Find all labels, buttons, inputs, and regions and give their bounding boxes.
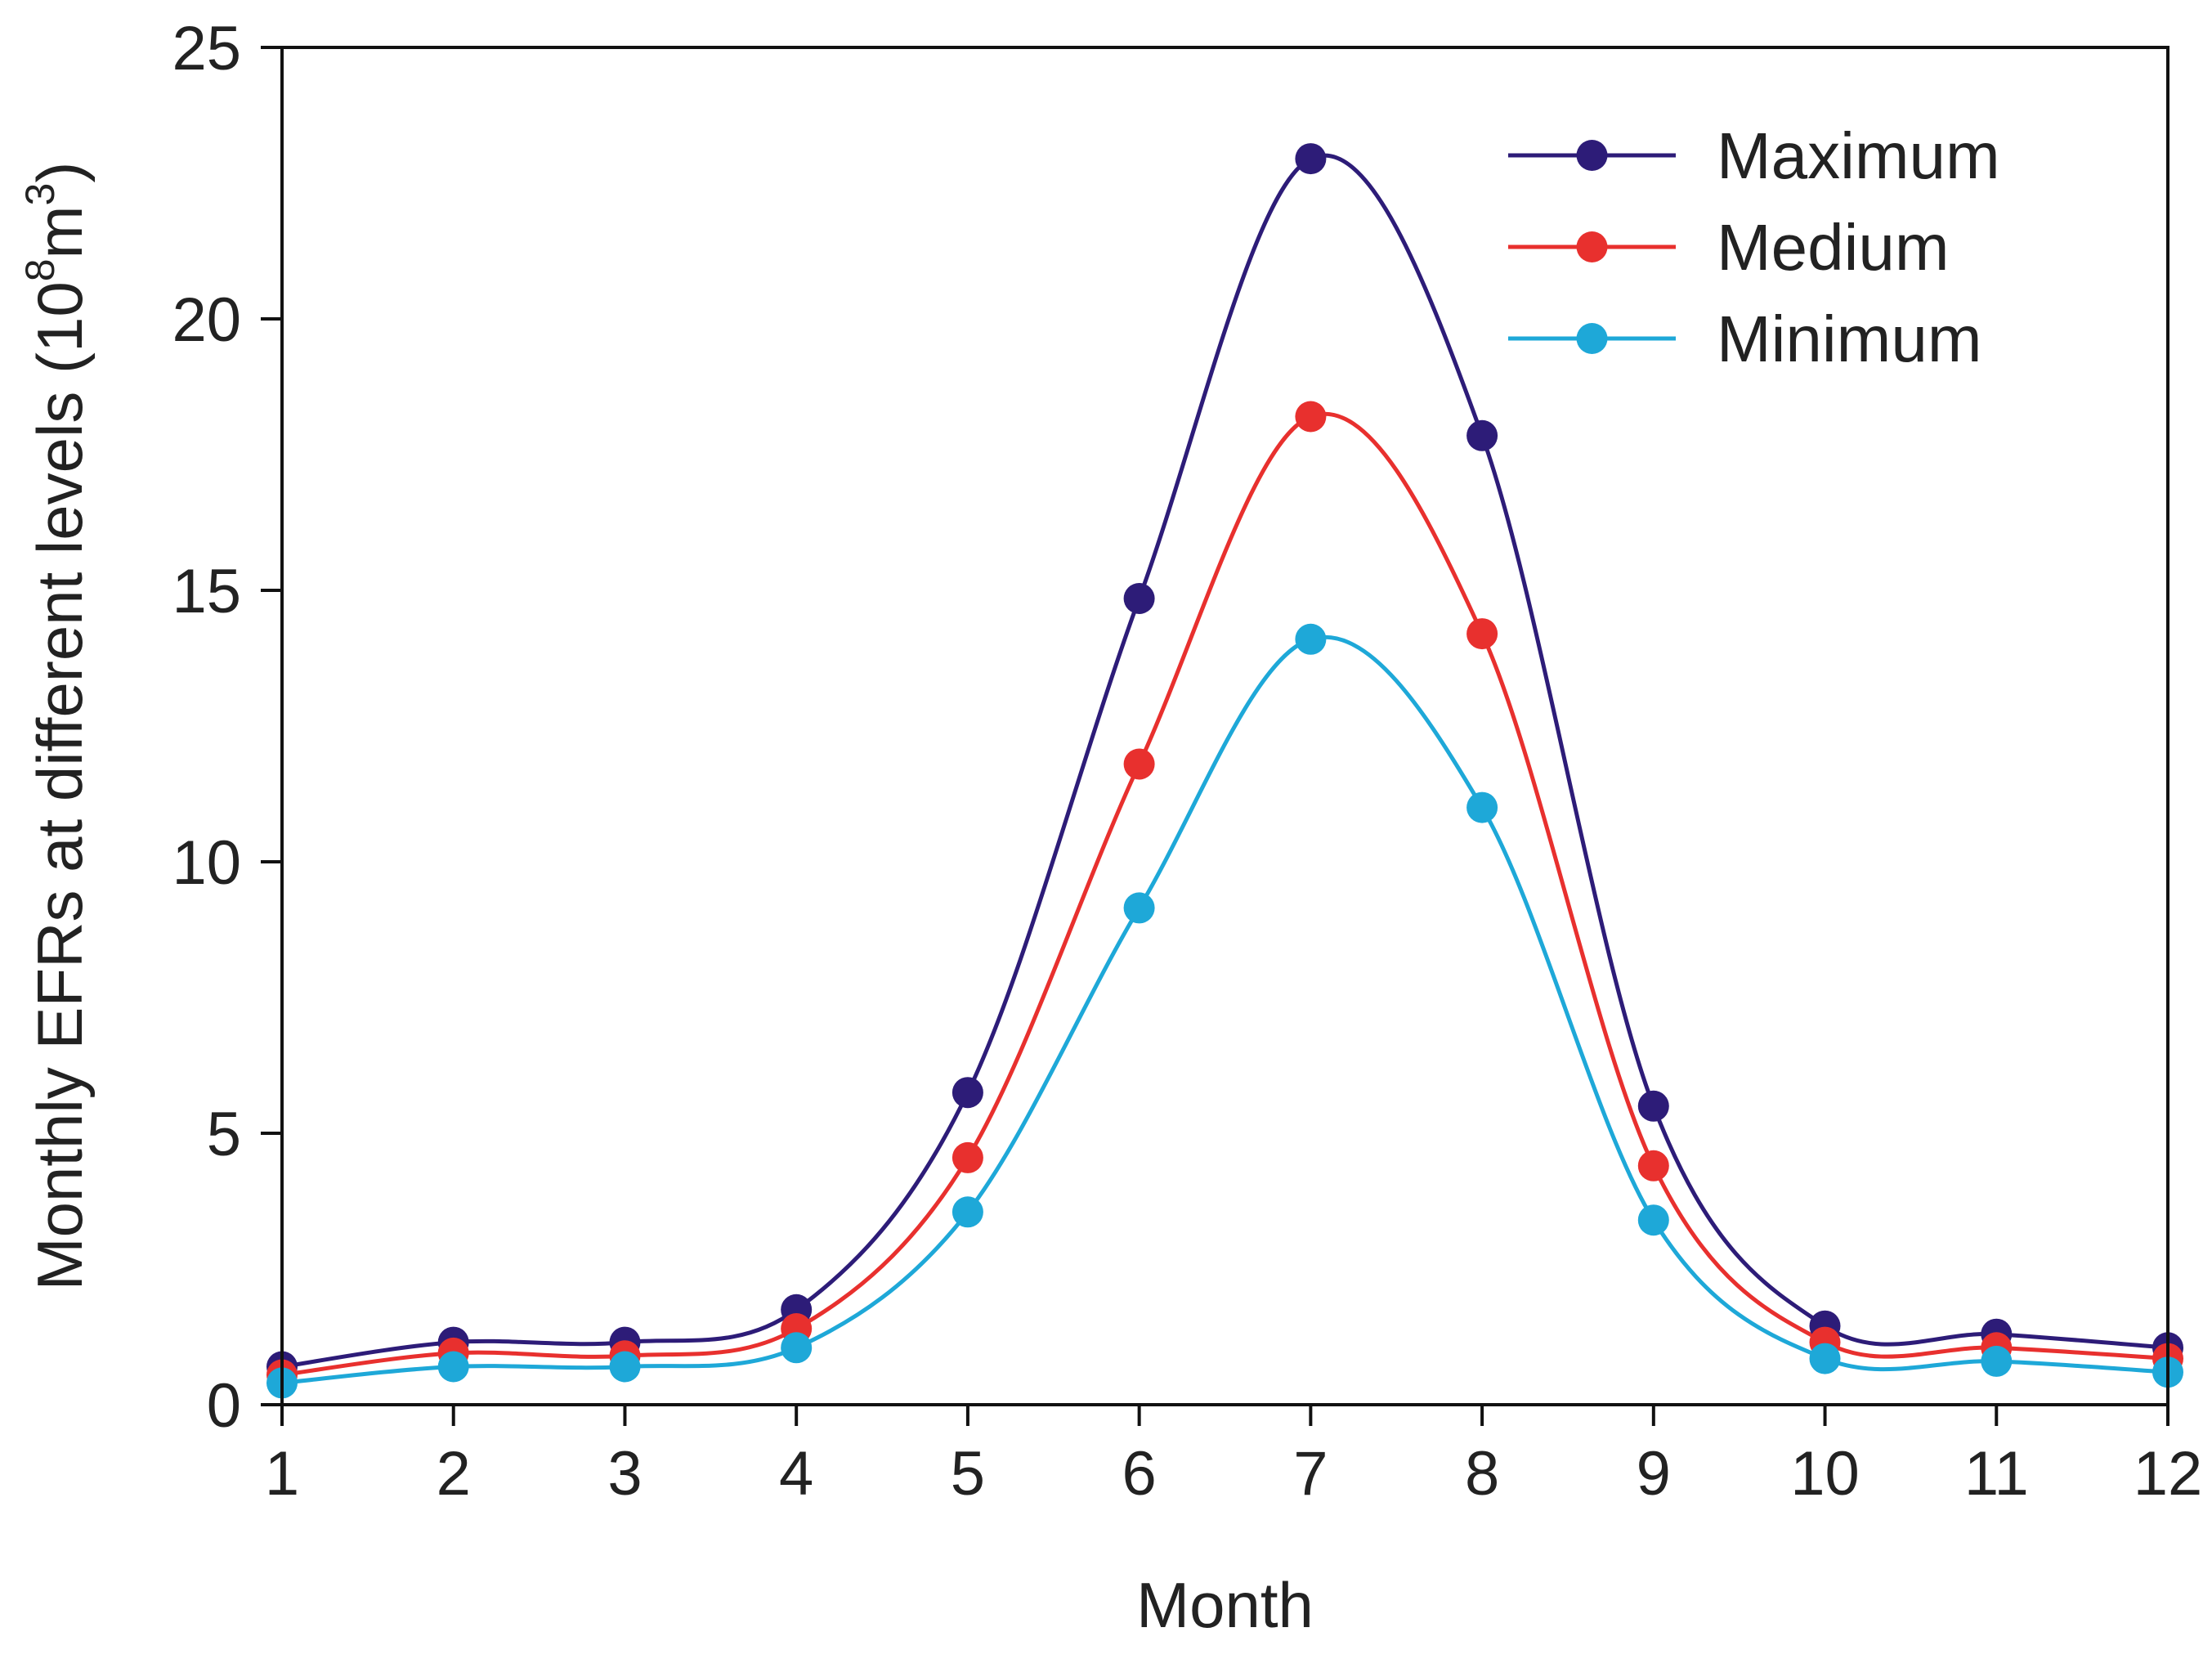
data-point-minimum-8	[1466, 791, 1498, 823]
data-point-minimum-4	[781, 1332, 813, 1364]
x-axis-title: Month	[1136, 1569, 1314, 1641]
y-tick-label: 20	[172, 285, 241, 355]
legend-marker-medium	[1576, 231, 1608, 262]
data-point-minimum-3	[609, 1351, 641, 1383]
y-tick-label: 0	[207, 1371, 241, 1441]
data-point-minimum-11	[1981, 1345, 2013, 1377]
legend-label-minimum: Minimum	[1717, 303, 1981, 375]
x-tick-label: 4	[779, 1439, 813, 1509]
data-point-minimum-5	[952, 1196, 983, 1228]
y-axis-title-suffix: )	[24, 162, 96, 183]
x-tick-label: 5	[951, 1439, 985, 1509]
x-tick-label: 12	[2134, 1439, 2203, 1509]
legend-label-maximum: Maximum	[1717, 119, 2000, 192]
y-axis-ticks: 0 5 10 15 20 25	[172, 14, 282, 1441]
legend-marker-minimum	[1576, 323, 1608, 354]
x-tick-label: 6	[1122, 1439, 1156, 1509]
data-point-minimum-7	[1295, 623, 1327, 655]
x-axis-ticks: 1 2 3 4 5 6 7 8 9 10 11 12	[265, 1405, 2202, 1509]
legend: Maximum Medium Minimum	[1508, 119, 2000, 375]
series-line-minimum	[281, 634, 2169, 1385]
x-tick-label: 2	[437, 1439, 471, 1509]
x-tick-label: 1	[265, 1439, 299, 1509]
data-point-medium-6	[1123, 748, 1155, 780]
data-point-maximum-9	[1637, 1090, 1669, 1122]
y-axis-title-unit: m	[24, 205, 96, 258]
data-point-minimum-6	[1123, 892, 1155, 924]
data-point-medium-7	[1295, 401, 1327, 433]
legend-marker-maximum	[1576, 140, 1608, 171]
data-point-maximum-5	[952, 1077, 983, 1109]
data-point-maximum-6	[1123, 583, 1155, 614]
y-tick-label: 15	[172, 557, 241, 626]
data-point-minimum-2	[437, 1351, 469, 1383]
x-tick-label: 8	[1465, 1439, 1499, 1509]
x-tick-label: 3	[607, 1439, 642, 1509]
data-point-minimum-9	[1637, 1204, 1669, 1236]
x-tick-label: 11	[1964, 1439, 2029, 1509]
series-line-medium	[281, 411, 2169, 1377]
x-tick-label: 7	[1293, 1439, 1328, 1509]
data-point-medium-8	[1466, 618, 1498, 650]
y-axis-title-exp2: 3	[17, 183, 63, 206]
data-point-maximum-7	[1295, 143, 1327, 175]
y-tick-label: 25	[172, 14, 241, 83]
y-axis-title-prefix: Monthly EFRs at different levels (10	[24, 281, 96, 1290]
series-line-maximum	[281, 153, 2169, 1369]
x-tick-label: 9	[1637, 1439, 1671, 1509]
plot-frame	[280, 46, 2169, 1406]
data-point-medium-9	[1637, 1150, 1669, 1181]
data-point-medium-5	[952, 1141, 983, 1173]
data-point-maximum-8	[1466, 419, 1498, 451]
y-axis-title: Monthly EFRs at different levels (108m3)	[17, 162, 96, 1291]
x-tick-label: 10	[1790, 1439, 1860, 1509]
y-tick-label: 10	[172, 828, 241, 898]
y-axis-title-exp1: 8	[17, 258, 63, 281]
y-tick-label: 5	[207, 1100, 241, 1169]
legend-label-medium: Medium	[1717, 211, 1950, 284]
data-point-minimum-10	[1809, 1343, 1841, 1374]
series-markers	[266, 143, 2183, 1399]
